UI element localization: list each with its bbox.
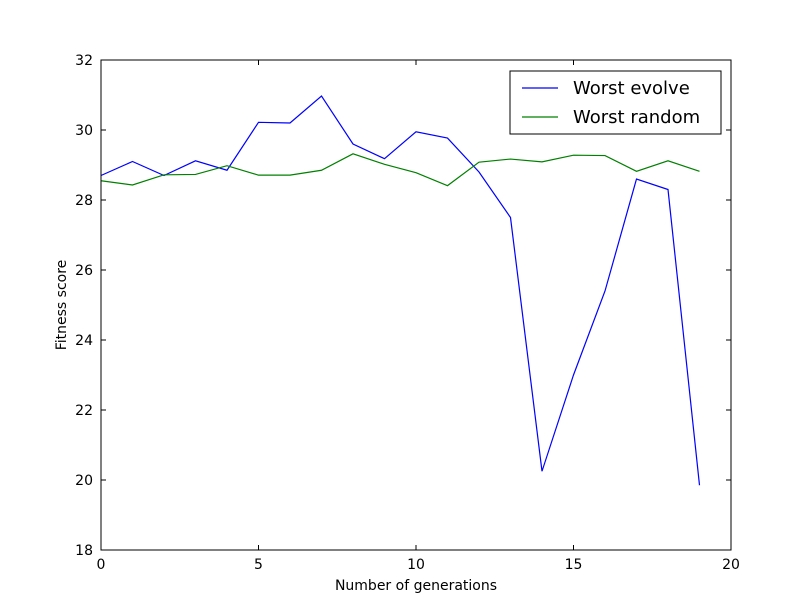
x-tick-label: 0	[97, 557, 106, 573]
y-tick-label: 24	[75, 333, 93, 349]
legend-box	[509, 70, 722, 135]
y-tick-label: 22	[75, 403, 93, 419]
x-tick-label: 10	[407, 557, 425, 573]
y-tick-label: 20	[75, 473, 93, 489]
x-tick-label: 15	[565, 557, 583, 573]
y-tick-label: 32	[75, 53, 93, 69]
tick-layer: 0 5 10 15 20 18 20 22 24 26 28 30 32	[75, 53, 740, 573]
legend-label-worst-random: Worst random	[573, 107, 700, 128]
y-tick-label: 30	[75, 123, 93, 139]
x-axis-label: Number of generations	[335, 578, 497, 594]
x-tick-label: 20	[722, 557, 740, 573]
y-tick-label: 26	[75, 263, 93, 279]
plot-background	[101, 60, 731, 550]
y-tick-label: 28	[75, 193, 93, 209]
legend: Worst evolve Worst random	[509, 70, 722, 135]
x-tick-label: 5	[254, 557, 263, 573]
series-layer	[100, 95, 701, 486]
series-line-worst-evolve	[100, 95, 701, 486]
legend-label-worst-evolve: Worst evolve	[573, 78, 690, 99]
y-tick-label: 18	[75, 543, 93, 559]
series-line-worst-random	[100, 153, 700, 187]
y-axis-label: Fitness score	[54, 260, 70, 351]
